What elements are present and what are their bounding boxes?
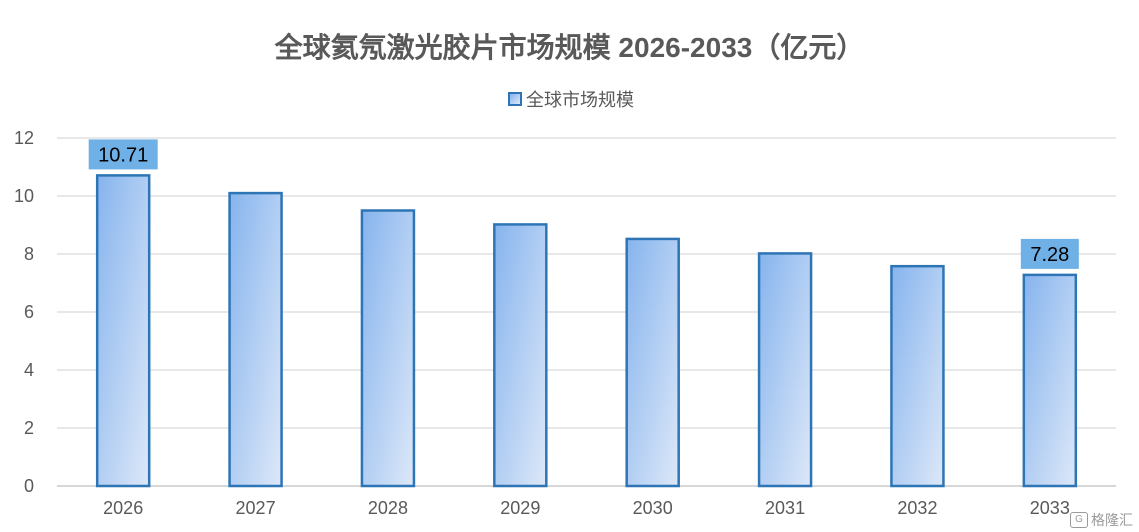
legend-swatch	[508, 92, 522, 106]
y-axis-ticks: 0 2 4 6 8 10 12	[14, 128, 34, 496]
chart-title: 全球氦氖激光胶片市场规模 2026-2033（亿元）	[274, 32, 865, 63]
gridlines	[57, 137, 1116, 487]
data-labels: 10.71 7.28	[88, 139, 1079, 269]
y-tick-label: 4	[24, 360, 34, 380]
bars	[95, 174, 1078, 488]
x-tick-label: 2031	[765, 498, 805, 518]
x-tick-label: 2027	[236, 498, 276, 518]
y-tick-label: 8	[24, 244, 34, 264]
bar-2033	[1022, 273, 1078, 488]
chart-legend: 全球市场规模	[508, 88, 634, 110]
watermark: G 格隆汇	[1070, 510, 1133, 530]
legend-label: 全球市场规模	[526, 90, 634, 110]
x-tick-label: 2032	[897, 498, 937, 518]
bar-2032	[890, 264, 945, 488]
y-tick-label: 12	[14, 128, 34, 148]
x-tick-label: 2028	[368, 498, 408, 518]
bar-2026	[95, 174, 151, 488]
watermark-logo-icon: G	[1070, 512, 1088, 528]
x-tick-label: 2030	[633, 498, 673, 518]
x-tick-label: 2033	[1030, 498, 1070, 518]
data-label-text: 10.71	[98, 144, 148, 166]
data-label-box	[1020, 238, 1079, 269]
x-axis-ticks: 2026 2027 2028 2029 2030 2031 2032 2033	[103, 498, 1070, 518]
data-label-box	[88, 139, 158, 170]
y-tick-label: 6	[24, 302, 34, 322]
x-tick-label: 2026	[103, 498, 143, 518]
y-tick-label: 10	[14, 186, 34, 206]
data-label-2026: 10.71	[88, 139, 158, 170]
bar-2031	[757, 252, 813, 488]
data-label-2033: 7.28	[1020, 238, 1079, 269]
bar-2028	[360, 209, 416, 488]
y-tick-label: 0	[24, 476, 34, 496]
bar-2027	[228, 191, 283, 488]
y-tick-label: 2	[24, 418, 34, 438]
watermark-text: 格隆汇	[1091, 512, 1133, 528]
data-label-text: 7.28	[1030, 244, 1069, 266]
x-tick-label: 2029	[500, 498, 540, 518]
bar-2029	[493, 223, 548, 488]
bar-2030	[625, 237, 680, 488]
